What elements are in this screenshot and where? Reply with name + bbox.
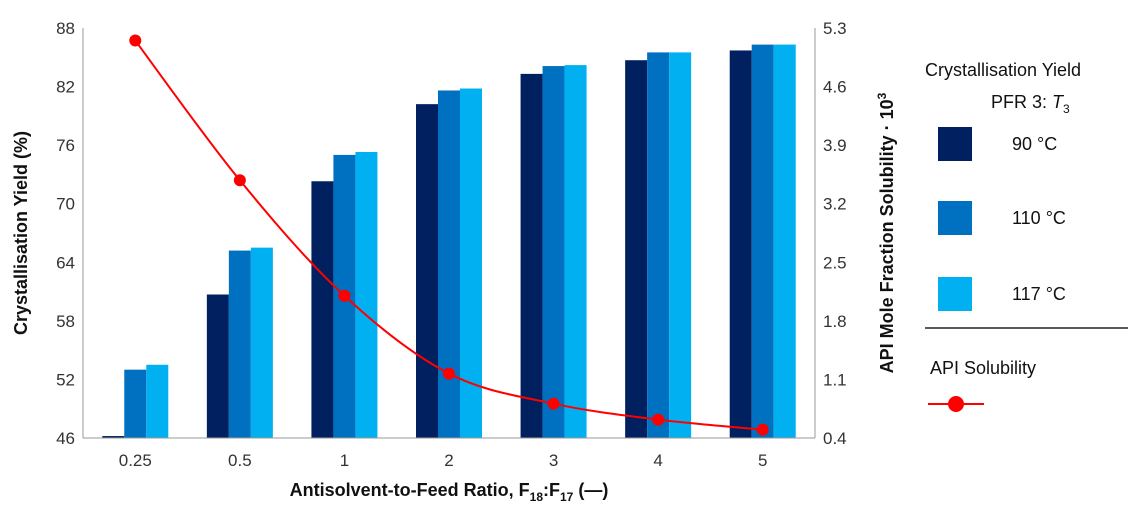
legend-line-marker bbox=[948, 396, 964, 412]
x-tick-label: 3 bbox=[549, 451, 558, 470]
legend-label: 90 °C bbox=[1012, 134, 1057, 154]
y-tick-label: 70 bbox=[56, 195, 75, 214]
solubility-point bbox=[756, 423, 769, 436]
bar bbox=[416, 104, 438, 439]
bar bbox=[311, 181, 334, 438]
bar bbox=[564, 65, 587, 438]
x-axis-title: Antisolvent-to-Feed Ratio, F18:F17 (—) bbox=[290, 480, 609, 504]
y2-axis-title-main: API Mole Fraction Solubility · 10 bbox=[877, 99, 897, 373]
x-axis-title-main: Antisolvent-to-Feed Ratio, F bbox=[290, 480, 530, 500]
y-tick-label: 58 bbox=[56, 312, 75, 331]
y-tick-label: 52 bbox=[56, 370, 75, 389]
bar bbox=[773, 44, 796, 438]
legend: Crystallisation Yield PFR 3: T3 90 °C 110… bbox=[925, 60, 1128, 412]
x-tick-label: 4 bbox=[653, 451, 662, 470]
legend-swatch bbox=[938, 201, 972, 235]
y2-axis-title: API Mole Fraction Solubility · 103 bbox=[875, 92, 897, 373]
y-tick-label: 82 bbox=[56, 78, 75, 97]
bar bbox=[729, 50, 752, 438]
bar bbox=[669, 52, 692, 439]
bar bbox=[206, 294, 229, 438]
legend-subtitle-sub: 3 bbox=[1063, 102, 1070, 116]
x-tick-label: 0.5 bbox=[228, 451, 252, 470]
x-axis-title-sub2: 17 bbox=[560, 490, 574, 504]
bar bbox=[647, 52, 670, 439]
x-tick-labels: 0.25 0.5 1 2 3 4 5 bbox=[119, 451, 768, 470]
solubility-point bbox=[338, 289, 351, 302]
bar bbox=[124, 369, 147, 438]
y-axis-title: Crystallisation Yield (%) bbox=[11, 131, 31, 335]
bar bbox=[751, 44, 774, 438]
x-tick-label: 1 bbox=[340, 451, 349, 470]
solubility-point bbox=[129, 34, 142, 47]
bar bbox=[438, 90, 460, 438]
legend-subtitle-var: T bbox=[1052, 92, 1065, 112]
x-tick-label: 5 bbox=[758, 451, 767, 470]
y2-tick-label: 5.3 bbox=[823, 19, 847, 38]
x-tick-label: 0.25 bbox=[119, 451, 152, 470]
y2-tick-label: 1.1 bbox=[823, 370, 847, 389]
bar bbox=[520, 73, 543, 438]
bar bbox=[460, 88, 482, 439]
y2-tick-labels: 0.4 1.1 1.8 2.5 3.2 3.9 4.6 5.3 bbox=[823, 19, 847, 448]
legend-label: 110 °C bbox=[1012, 208, 1066, 228]
y2-tick-label: 3.2 bbox=[823, 195, 847, 214]
legend-subtitle-main: PFR 3: bbox=[991, 92, 1052, 112]
legend-title: Crystallisation Yield bbox=[925, 60, 1081, 80]
y-tick-label: 88 bbox=[56, 19, 75, 38]
y2-tick-label: 1.8 bbox=[823, 312, 847, 331]
bar bbox=[146, 364, 169, 438]
y-tick-labels: 46 52 58 64 70 76 82 88 bbox=[56, 19, 75, 448]
bar bbox=[228, 250, 251, 438]
y-tick-label: 46 bbox=[56, 429, 75, 448]
legend-swatch bbox=[938, 277, 972, 311]
legend-label: 117 °C bbox=[1012, 284, 1066, 304]
x-axis-title-end: (—) bbox=[573, 480, 608, 500]
solubility-point bbox=[443, 367, 455, 380]
y2-axis-title-sup: 3 bbox=[875, 92, 889, 99]
legend-subtitle: PFR 3: T3 bbox=[991, 92, 1070, 116]
bar bbox=[102, 436, 125, 438]
bar bbox=[542, 66, 565, 439]
y-tick-label: 76 bbox=[56, 136, 75, 155]
bars-group bbox=[102, 44, 796, 439]
axes-group bbox=[82, 28, 816, 439]
bar bbox=[625, 60, 648, 438]
y2-tick-label: 3.9 bbox=[823, 136, 847, 155]
solubility-point bbox=[233, 174, 246, 187]
x-axis-title-sub1: 18 bbox=[530, 490, 544, 504]
y2-tick-label: 4.6 bbox=[823, 78, 847, 97]
legend-items: 90 °C 110 °C 117 °C bbox=[938, 127, 1066, 311]
bar bbox=[250, 247, 273, 438]
y2-tick-label: 0.4 bbox=[823, 429, 847, 448]
legend-line-label: API Solubility bbox=[930, 358, 1036, 378]
solubility-point bbox=[547, 397, 560, 410]
y2-tick-label: 2.5 bbox=[823, 253, 847, 272]
solubility-point bbox=[652, 413, 665, 426]
y-tick-label: 64 bbox=[56, 253, 75, 272]
bar bbox=[355, 151, 378, 438]
x-axis-title-mid: :F bbox=[543, 480, 560, 500]
legend-swatch bbox=[938, 127, 972, 161]
line-group bbox=[129, 34, 769, 436]
x-tick-label: 2 bbox=[444, 451, 453, 470]
